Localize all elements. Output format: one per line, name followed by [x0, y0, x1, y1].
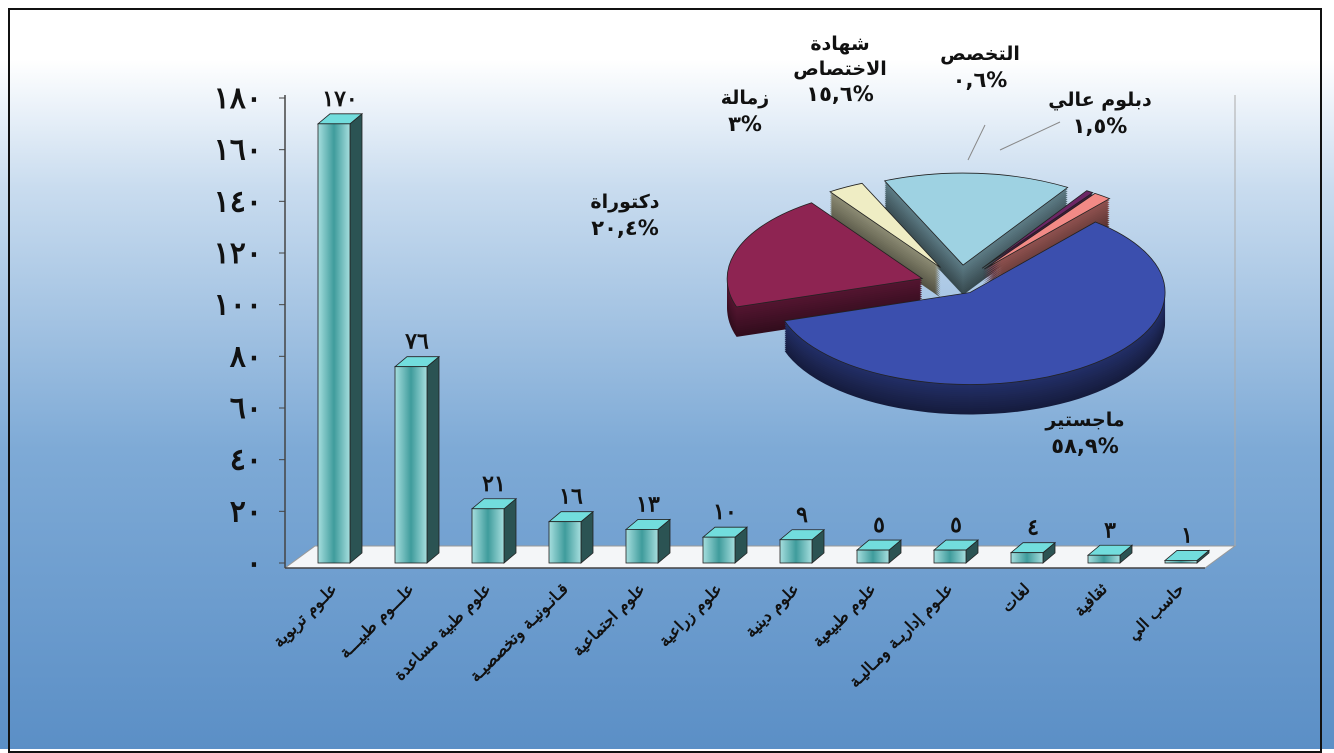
- bar-front: [856, 549, 890, 564]
- x-tick-label: علوم دينية: [741, 579, 804, 642]
- pie-label: دبلوم عالي %١,٥: [1035, 88, 1165, 140]
- y-tick-label: ٠: [246, 546, 262, 581]
- bar-front: [394, 366, 428, 564]
- y-tick-label: ١٨٠: [214, 81, 262, 116]
- slice-value: %٥٨,٩: [1051, 433, 1119, 458]
- value-label: ٥: [950, 512, 962, 538]
- bar: [470, 497, 518, 564]
- x-tick-label: علـــوم طبيـــة: [335, 579, 418, 662]
- value-label: ١٠: [713, 499, 737, 525]
- bar-front: [317, 123, 351, 564]
- bar: [547, 510, 595, 564]
- bar: [855, 539, 903, 564]
- x-tick-label: علوم طبيعية: [808, 579, 880, 651]
- slice-name: زمالة: [720, 87, 770, 109]
- bar-side: [426, 355, 440, 564]
- x-tick-label: ثقافية: [1070, 579, 1111, 620]
- value-label: ٩: [796, 502, 808, 528]
- slice-top: [984, 192, 1111, 270]
- slice-top: [726, 202, 924, 308]
- y-tick-label: ١٠٠: [214, 288, 262, 323]
- y-tick-label: ٨٠: [230, 339, 262, 374]
- pie-label: شهادة الاختصاص %١٥,٦: [790, 32, 890, 109]
- x-tick-label: لغات: [997, 579, 1033, 615]
- bar-front: [471, 508, 505, 564]
- pie-label: زمالة %٣: [680, 86, 810, 138]
- bar-side: [349, 112, 363, 564]
- slice-side: [982, 192, 1093, 271]
- bar-front: [1010, 552, 1044, 564]
- bar-front: [548, 521, 582, 564]
- bar-front: [1087, 554, 1121, 564]
- slice-top: [783, 221, 1166, 385]
- slice-value: %١٥,٦: [806, 82, 874, 107]
- value-label: ٣: [1104, 517, 1116, 543]
- y-tick-label: ١٢٠: [214, 236, 262, 271]
- value-label: ١٣: [636, 491, 660, 517]
- y-tick-label: ٤٠: [230, 443, 262, 478]
- pie-label: التخصص %٠,٦: [915, 42, 1045, 94]
- bar: [778, 528, 826, 564]
- bar: [1163, 549, 1211, 564]
- value-label: ٢١: [482, 471, 506, 497]
- leader-line: [967, 124, 986, 161]
- bar: [316, 112, 364, 564]
- slice-value: %١,٥: [1072, 113, 1128, 138]
- value-label: ١٧٠: [322, 86, 357, 112]
- slice-top: [829, 182, 941, 268]
- bar: [1086, 544, 1134, 564]
- slice-name: ماجستير: [1045, 409, 1125, 431]
- bar: [932, 539, 980, 564]
- bar-front: [625, 529, 659, 564]
- x-tick-label: حاسب الي: [1123, 579, 1188, 644]
- slice-value: %٢٠,٤: [591, 215, 659, 240]
- bar-front: [779, 539, 813, 564]
- bar: [624, 518, 672, 564]
- y-tick-label: ٦٠: [230, 391, 262, 426]
- x-tick-label: علوم زراعية: [655, 579, 727, 651]
- slice-name: شهادة الاختصاص: [793, 33, 887, 80]
- slice-value: %٠,٦: [952, 67, 1008, 92]
- value-label: ٤: [1027, 515, 1039, 541]
- slice-name: دكتوراة: [590, 191, 660, 213]
- bar: [701, 526, 749, 564]
- pie-label: دكتوراة %٢٠,٤: [560, 190, 690, 242]
- value-label: ١٦: [559, 484, 583, 510]
- slice-top: [981, 190, 1094, 269]
- x-tick-label: علـوم تربوية: [269, 579, 341, 651]
- leader-line: [999, 121, 1061, 151]
- pie-slice: [783, 221, 1166, 415]
- value-label: ٥: [873, 512, 885, 538]
- pie-label: ماجستير %٥٨,٩: [1020, 408, 1150, 460]
- slice-top: [883, 172, 1069, 266]
- slice-name: التخصص: [940, 43, 1020, 65]
- value-label: ١: [1181, 522, 1193, 548]
- bar-front: [702, 536, 736, 564]
- value-label: ٧٦: [404, 329, 429, 355]
- bar: [393, 355, 441, 564]
- bar-front: [933, 549, 967, 564]
- y-tick-label: ٢٠: [230, 494, 262, 529]
- pie-slice: [883, 172, 1069, 296]
- bar-side: [503, 497, 517, 564]
- x-tick-label: علوم اجتماعية: [568, 579, 649, 660]
- bar: [1009, 541, 1057, 564]
- slice-name: دبلوم عالي: [1048, 89, 1152, 111]
- bar-front: [1164, 560, 1198, 564]
- slice-value: %٣: [728, 111, 762, 136]
- y-tick-label: ١٤٠: [214, 184, 262, 219]
- y-tick-label: ١٦٠: [214, 133, 262, 168]
